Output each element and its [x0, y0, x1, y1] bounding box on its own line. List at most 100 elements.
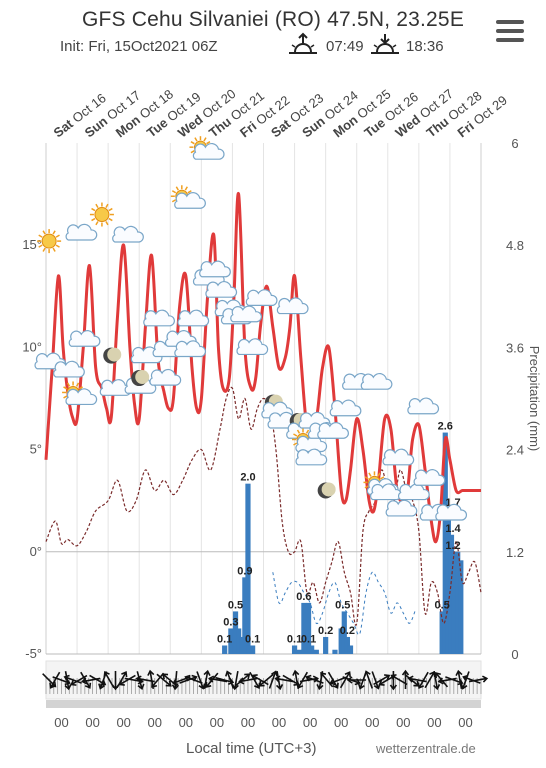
wind-arrow-shaft	[119, 674, 136, 686]
wind-arrow-shaft	[234, 673, 250, 687]
cloud-icon	[143, 309, 175, 327]
wind-arrow-head	[162, 673, 169, 680]
wind-arrow	[275, 671, 284, 691]
timeline-bar	[46, 700, 481, 708]
sun-ray	[91, 207, 96, 212]
wind-arrow-head	[363, 670, 371, 677]
wind-arrow-shaft	[196, 671, 204, 689]
x-axis-label: Local time (UTC+3)	[186, 740, 317, 757]
wind-arrow-head	[305, 674, 312, 682]
wind-arrow	[468, 675, 489, 683]
wind-arrow-head	[274, 675, 281, 683]
wind-arrow-shaft	[463, 676, 481, 684]
wind-arrow-head	[203, 669, 211, 676]
cloud-icon	[149, 368, 182, 386]
x-tick-label: 00	[458, 715, 472, 730]
precip-bar	[239, 636, 245, 654]
wind-arrow-head	[316, 684, 324, 691]
wind-arrow	[196, 671, 206, 690]
wind-arrow-shaft	[252, 674, 269, 686]
wind-arrow-head	[205, 681, 212, 688]
y2-tick-label: 2.4	[506, 443, 524, 458]
y-tick-label: -5°	[25, 646, 42, 661]
precip-bar	[309, 645, 315, 654]
wind-arrow-head	[225, 670, 232, 677]
sun-ray	[75, 382, 80, 387]
wind-arrow	[417, 671, 429, 689]
wind-arrow	[156, 673, 172, 687]
sunrise-icon	[289, 32, 317, 54]
precip-value-label: 0.1	[245, 633, 260, 645]
wind-arrow-head	[275, 684, 284, 691]
wind-arrow	[390, 674, 408, 686]
wind-arrow-head	[433, 684, 441, 691]
sun-ray	[171, 199, 177, 203]
precip-value-label: 0.5	[335, 599, 350, 611]
wind-arrow	[339, 671, 351, 689]
wind-arrow	[231, 671, 239, 691]
wind-arrow	[258, 673, 274, 687]
cloud-shape	[397, 483, 430, 501]
y2-axis-title: Precipitation (mm)	[527, 346, 542, 451]
wind-arrow	[320, 672, 334, 688]
moon-icon	[317, 482, 336, 499]
moon-light	[321, 482, 336, 497]
cloud-icon	[329, 399, 362, 417]
cloud-shape	[143, 309, 175, 327]
cloud-shape	[174, 192, 206, 209]
wind-arrow-shaft	[80, 671, 91, 689]
cloud-shape	[192, 143, 225, 160]
cloud-icon	[53, 360, 85, 378]
precip-bar	[323, 636, 329, 654]
cloud-shape	[149, 368, 182, 386]
y-tick-label: 5°	[30, 442, 42, 457]
sun-ray	[52, 230, 56, 235]
cloud-shape	[199, 260, 231, 278]
wind-arrow-shaft	[268, 671, 277, 689]
wind-arrow-shaft	[391, 674, 408, 686]
wind-arrow-head	[198, 683, 206, 690]
precip-bar	[341, 611, 347, 654]
cloud-icon	[385, 499, 418, 517]
wind-arrow-head	[172, 678, 179, 686]
sun-ray	[296, 429, 301, 434]
wind-arrow	[268, 670, 278, 689]
sun-ray	[38, 234, 43, 238]
cloud-shape	[385, 499, 418, 517]
precip-bar	[305, 602, 312, 654]
precip-bar	[236, 628, 242, 654]
wind-arrow-shaft	[203, 670, 209, 689]
cloud-shape	[65, 388, 98, 406]
wind-arrow-head	[151, 681, 158, 688]
precip-bar	[451, 551, 458, 654]
wind-arrow	[455, 669, 463, 690]
x-tick-label: 00	[148, 715, 162, 730]
cloud-icon	[317, 422, 349, 439]
cloud-icon	[397, 483, 430, 501]
wind-arrow	[251, 674, 269, 686]
sun-ray	[206, 141, 211, 145]
precip-bar	[246, 645, 253, 654]
wind-arrow-shaft	[371, 671, 380, 689]
sun-icon	[89, 202, 114, 227]
hamburger-menu-icon[interactable]	[496, 20, 524, 42]
moon-light	[135, 370, 150, 385]
moon-icon	[131, 370, 150, 387]
wind-arrow-shaft	[404, 673, 419, 687]
cloud-icon	[295, 448, 328, 466]
wind-arrow-shaft	[320, 672, 334, 688]
wind-arrow-shaft	[435, 672, 449, 688]
wind-arrow	[274, 675, 294, 683]
wind-arrow-head	[437, 677, 444, 685]
wind-arrow-head	[389, 684, 398, 691]
cloud-shape	[230, 305, 262, 323]
precip-bar	[442, 432, 448, 654]
sun-ray	[55, 244, 60, 248]
precip-bar	[313, 649, 319, 654]
dewpoint-line	[45, 386, 482, 626]
cloud-icon	[276, 297, 309, 315]
wind-arrow-head	[49, 682, 56, 689]
wind-arrow	[118, 674, 136, 686]
cloud-shape	[407, 397, 440, 415]
